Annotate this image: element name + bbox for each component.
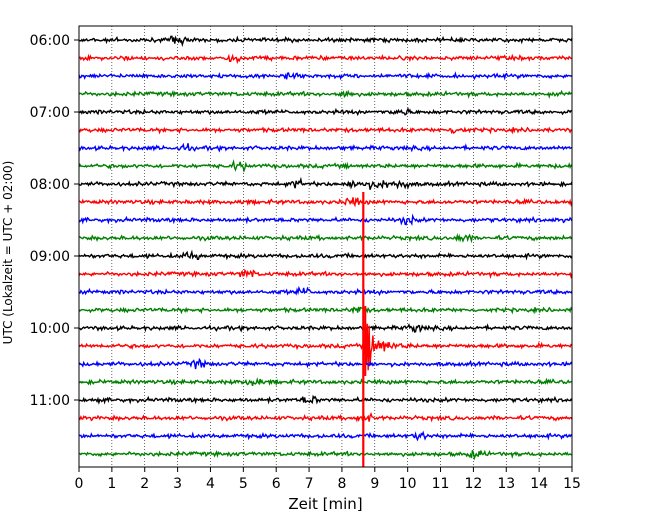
x-tick-label: 13 [497, 476, 515, 492]
x-tick-label: 7 [305, 476, 314, 492]
trace-1045 [78, 377, 573, 387]
x-tick-label: 9 [370, 476, 379, 492]
trace-0645 [78, 89, 573, 99]
x-axis-label: Zeit [min] [288, 495, 362, 513]
x-tick-label: 3 [173, 476, 182, 492]
trace-0815 [78, 196, 573, 208]
trace-0715 [78, 126, 573, 135]
y-tick-label: 06:00 [30, 33, 70, 49]
x-tick-label: 10 [399, 476, 417, 492]
trace-0800 [78, 176, 573, 190]
trace-1000 [78, 323, 573, 333]
trace-0900 [78, 249, 573, 261]
trace-0945 [78, 306, 573, 315]
y-tick-label: 08:00 [30, 177, 70, 193]
y-axis-label: UTC (Lokalzeit = UTC + 02:00) [1, 161, 15, 345]
x-tick-label: 5 [239, 476, 248, 492]
trace-0845 [78, 232, 573, 244]
x-tick-label: 12 [464, 476, 482, 492]
y-axis: 06:00 07:00 08:00 09:00 10:00 11:00 [30, 33, 79, 409]
trace-1145 [78, 449, 573, 461]
x-tick-label: 15 [563, 476, 581, 492]
y-tick-label: 10:00 [30, 321, 70, 337]
trace-0830 [78, 213, 573, 227]
trace-0700 [78, 106, 573, 117]
y-tick-label: 07:00 [30, 105, 70, 121]
x-tick-label: 1 [107, 476, 116, 492]
x-tick-label: 8 [337, 476, 346, 492]
x-axis: 0 1 2 3 4 5 6 7 8 9 10 11 12 13 14 15 [75, 467, 581, 492]
trace-0615 [78, 53, 573, 65]
x-tick-label: 0 [75, 476, 84, 492]
x-tick-label: 6 [272, 476, 281, 492]
trace-1115 [78, 412, 573, 423]
trace-1100 [78, 394, 573, 405]
trace-0930 [78, 285, 573, 297]
plot-frame [78, 25, 573, 468]
trace-0630 [78, 71, 573, 81]
x-tick-label: 4 [206, 476, 215, 492]
trace-1130 [78, 430, 573, 442]
x-tick-label: 2 [140, 476, 149, 492]
trace-1015 [78, 321, 573, 371]
trace-0745 [78, 159, 573, 174]
y-tick-label: 11:00 [30, 393, 70, 409]
trace-0600 [78, 35, 573, 48]
trace-1030 [78, 357, 573, 370]
trace-0730 [78, 142, 573, 153]
x-tick-label: 14 [530, 476, 548, 492]
trace-0915 [78, 268, 573, 279]
y-tick-label: 09:00 [30, 249, 70, 265]
seismic-traces [78, 35, 573, 467]
x-tick-label: 11 [432, 476, 450, 492]
